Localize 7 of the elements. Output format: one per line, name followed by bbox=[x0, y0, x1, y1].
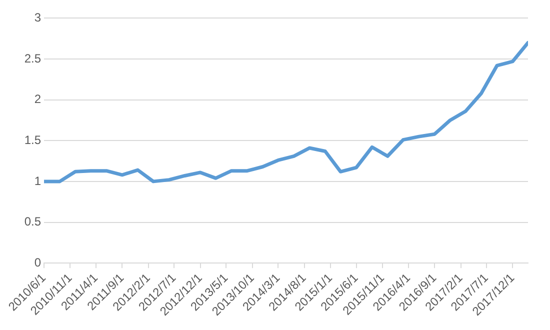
y-tick-label: 2 bbox=[34, 92, 42, 106]
y-tick-label: 0 bbox=[34, 255, 42, 270]
y-tick-label: 1 bbox=[34, 174, 42, 188]
y-tick-label: 3 bbox=[34, 10, 42, 25]
y-tick-label: 2.5 bbox=[24, 51, 42, 66]
y-tick-label: 0.5 bbox=[24, 214, 42, 229]
y-tick-label: 1.5 bbox=[24, 132, 42, 147]
